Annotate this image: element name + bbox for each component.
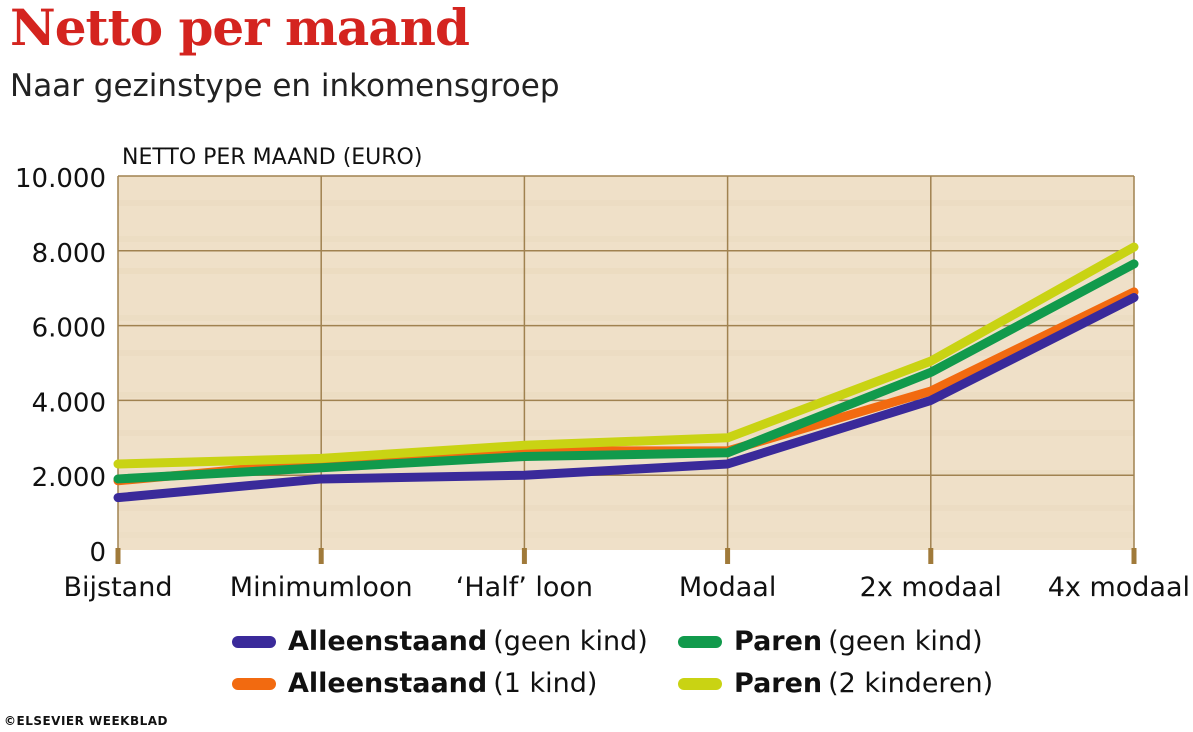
legend-label-bold: Alleenstaand (288, 626, 488, 657)
chart-subtitle: Naar gezinstype en inkomensgroep (10, 68, 560, 104)
legend-label: (2 kinderen) (828, 668, 994, 699)
legend-swatch (232, 677, 276, 690)
wood-grain (118, 236, 1134, 242)
wood-grain (118, 392, 1134, 398)
legend-item-paren-2-kinderen: Paren (2 kinderen) (678, 668, 993, 699)
axis-ticks: 0 2.000 4.000 6.000 8.000 10.000 Bijstand Minim… (15, 164, 1190, 603)
plot-area (118, 176, 1134, 550)
legend-label-bold: Paren (734, 626, 823, 657)
series-lines (113, 242, 1139, 503)
legend-item-alleenstaand-geen-kind: Alleenstaand (geen kind) (232, 626, 648, 657)
wood-grain (118, 505, 1134, 511)
x-tick-label: Minimumloon (230, 572, 413, 603)
legend-label: (geen kind) (493, 626, 648, 657)
legend-swatch (678, 677, 722, 690)
x-tick-label: ‘Half’ loon (456, 572, 593, 603)
wood-grain (118, 268, 1134, 274)
y-tick-label: 0 (89, 538, 106, 568)
legend-item-alleenstaand-1-kind: Alleenstaand (1 kind) (232, 668, 597, 699)
wood-grain (118, 430, 1134, 436)
series-line (113, 242, 1139, 469)
y-tick-label: 10.000 (15, 164, 106, 194)
legend-label-bold: Paren (734, 668, 823, 699)
legend-label: (1 kind) (493, 668, 598, 699)
x-tick-label: 4x modaal (1048, 572, 1190, 603)
y-axis-label: NETTO PER MAAND (EURO) (122, 145, 422, 170)
x-tick-label: Modaal (679, 572, 777, 603)
legend-swatch (678, 635, 722, 648)
series-line (113, 259, 1139, 484)
series-line (113, 293, 1139, 503)
legend-label: (geen kind) (828, 626, 983, 657)
chart-title: Netto per maand (10, 0, 470, 57)
wood-grain (118, 532, 1134, 538)
wood-grain (118, 350, 1134, 356)
credit-label: ©ELSEVIER WEEKBLAD (4, 714, 169, 728)
wood-grain (118, 315, 1134, 321)
legend-label-bold: Alleenstaand (288, 668, 488, 699)
legend-item-paren-geen-kind: Paren (geen kind) (678, 626, 983, 657)
plot-background (118, 176, 1134, 550)
x-tick-label: 2x modaal (860, 572, 1002, 603)
x-tick-label: Bijstand (64, 572, 173, 603)
wood-grain (118, 200, 1134, 206)
y-tick-label: 8.000 (32, 239, 106, 269)
y-tick-label: 6.000 (32, 314, 106, 344)
legend-swatch (232, 635, 276, 648)
y-tick-label: 2.000 (32, 463, 106, 493)
y-tick-label: 4.000 (32, 388, 106, 418)
